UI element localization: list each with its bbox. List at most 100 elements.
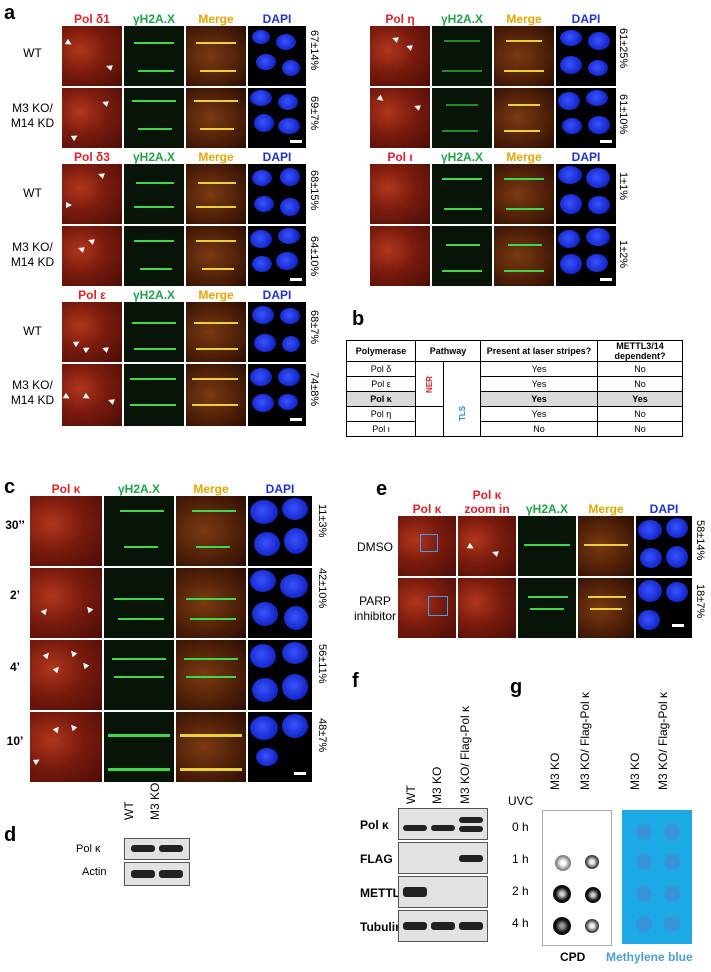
header-gh2ax: γH2A.X bbox=[525, 502, 569, 516]
image-pol-d1-ko bbox=[62, 88, 122, 148]
panel-e-letter: e bbox=[376, 478, 388, 500]
image-dapi-30s bbox=[248, 496, 312, 566]
image-merge-2m bbox=[176, 568, 246, 638]
percent-e-ko: 74±8% bbox=[308, 372, 320, 407]
uvc-label: UVC bbox=[508, 794, 534, 808]
panel-d-letter: d bbox=[4, 824, 17, 846]
image-e-zoom-parp bbox=[458, 578, 516, 638]
image-dapi-10m bbox=[248, 712, 312, 782]
image-dapi-d1-ko bbox=[248, 88, 306, 148]
percent-eta-wt: 61±25% bbox=[617, 28, 629, 69]
image-gh2ax-iota-wt bbox=[432, 164, 492, 224]
blot-d-row: Pol κ bbox=[76, 843, 101, 855]
image-merge-iota-ko bbox=[494, 226, 554, 286]
panel-g-letter: g bbox=[510, 676, 523, 698]
table-cell: Yes bbox=[480, 361, 598, 377]
blot-f-flag bbox=[398, 842, 488, 874]
table-header: Present at laser stripes? bbox=[480, 340, 598, 362]
header-pol-d1: Pol δ1 bbox=[74, 12, 110, 26]
percent-dmso: 58±14% bbox=[694, 520, 706, 561]
image-merge-d3-wt bbox=[186, 164, 246, 224]
percent-4m: 56±11% bbox=[316, 644, 328, 684]
table-cell: Yes bbox=[597, 391, 683, 407]
row-label-wt: WT bbox=[23, 46, 42, 60]
dot-col: M3 KO/ Flag-Pol κ bbox=[656, 691, 670, 790]
image-dapi-e-ko bbox=[248, 364, 306, 426]
panel-a-letter: a bbox=[4, 2, 16, 24]
image-dapi-4m bbox=[248, 640, 312, 710]
table-cell-pol: Pol ι bbox=[346, 421, 416, 437]
image-gh2ax-4m bbox=[104, 640, 174, 710]
blot-f-mettl3 bbox=[398, 876, 488, 908]
table-cell-pol: Pol η bbox=[346, 406, 416, 422]
image-gh2ax-eta-wt bbox=[432, 26, 492, 86]
image-pol-d3-ko bbox=[62, 226, 122, 286]
header-pol-kappa-zoom: Pol κ zoom in bbox=[464, 488, 510, 516]
header-merge: Merge bbox=[588, 502, 624, 516]
table-cell-pol: Pol δ bbox=[346, 361, 416, 377]
image-pol-eta-wt bbox=[370, 26, 430, 86]
percent-eta-ko: 61±10% bbox=[617, 94, 629, 135]
image-merge-4m bbox=[176, 640, 246, 710]
image-e-merge-parp bbox=[578, 578, 634, 638]
image-pol-iota-wt bbox=[370, 164, 430, 224]
dot-col: M3 KO bbox=[548, 752, 562, 790]
panel-b-letter: b bbox=[352, 308, 365, 330]
table-cell: Yes bbox=[480, 406, 598, 422]
table-cell: Yes bbox=[480, 376, 598, 392]
image-dapi-eta-wt bbox=[556, 26, 616, 86]
methylene-blue-membrane bbox=[622, 810, 692, 944]
table-cell-pol: Pol κ bbox=[346, 391, 416, 407]
blot-d-col: WT bbox=[122, 801, 136, 820]
image-merge-eta-wt bbox=[494, 26, 554, 86]
time-label: 1 h bbox=[512, 852, 529, 866]
blot-d-polk bbox=[124, 838, 190, 860]
table-cell: No bbox=[597, 406, 683, 422]
panel-f-letter: f bbox=[352, 670, 359, 692]
blot-f-tubulin bbox=[398, 910, 488, 942]
percent-parp: 18±7% bbox=[694, 584, 706, 619]
image-pol-kappa-30s bbox=[30, 496, 102, 566]
percent-30s: 11±3% bbox=[316, 504, 328, 538]
panel-c-letter: c bbox=[4, 476, 16, 498]
percent-iota-ko: 1±2% bbox=[617, 240, 629, 269]
header-gh2ax: γH2A.X bbox=[117, 482, 161, 496]
header-dapi: DAPI bbox=[262, 12, 292, 26]
image-pol-d3-wt bbox=[62, 164, 122, 224]
row-label-wt: WT bbox=[23, 186, 42, 200]
image-pol-e-ko bbox=[62, 364, 122, 426]
image-e-gh2ax-parp bbox=[518, 578, 576, 638]
image-dapi-iota-ko bbox=[556, 226, 616, 286]
percent-d1-ko: 69±7% bbox=[308, 96, 320, 131]
image-e-polk-dmso bbox=[398, 516, 456, 576]
header-merge: Merge bbox=[506, 150, 542, 164]
table-cell: Yes bbox=[480, 391, 598, 407]
header-dapi: DAPI bbox=[262, 150, 292, 164]
image-gh2ax-e-wt bbox=[124, 302, 184, 362]
percent-iota-wt: 1±1% bbox=[617, 172, 629, 201]
image-pol-iota-ko bbox=[370, 226, 430, 286]
image-e-dapi-parp bbox=[636, 578, 692, 638]
pathway-ner: NER bbox=[414, 361, 445, 407]
blot-d-row: Actin bbox=[82, 866, 107, 878]
image-gh2ax-d1-ko bbox=[124, 88, 184, 148]
blot-f-col: M3 KO bbox=[430, 766, 444, 804]
blot-d-col: M3 KO bbox=[148, 782, 162, 820]
table-cell-pol: Pol ε bbox=[346, 376, 416, 392]
image-pol-d1-wt bbox=[62, 26, 122, 86]
methylene-blue-label: Methylene blue bbox=[606, 950, 693, 964]
time-label: 2’ bbox=[9, 588, 20, 602]
image-merge-30s bbox=[176, 496, 246, 566]
dot-col: M3 KO bbox=[628, 752, 642, 790]
image-e-merge-dmso bbox=[578, 516, 634, 576]
image-gh2ax-d3-ko bbox=[124, 226, 184, 286]
blot-f-col: WT bbox=[404, 785, 418, 804]
percent-e-wt: 68±7% bbox=[308, 310, 320, 345]
image-merge-d1-ko bbox=[186, 88, 246, 148]
image-pol-e-wt bbox=[62, 302, 122, 362]
header-dapi: DAPI bbox=[262, 288, 292, 302]
header-merge: Merge bbox=[193, 482, 229, 496]
image-dapi-d3-ko bbox=[248, 226, 306, 286]
time-label: 0 h bbox=[512, 820, 529, 834]
header-pol-kappa: Pol κ bbox=[412, 502, 442, 516]
